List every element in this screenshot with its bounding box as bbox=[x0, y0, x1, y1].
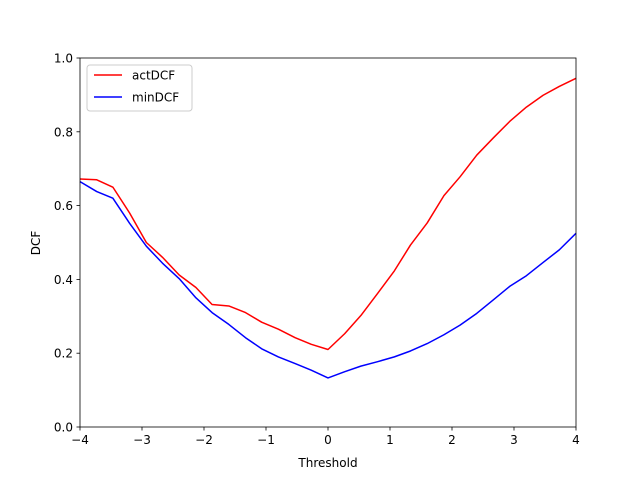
x-tick-label: 3 bbox=[510, 433, 518, 447]
x-tick-label: 1 bbox=[386, 433, 394, 447]
y-tick-label: 0.4 bbox=[54, 273, 73, 287]
y-tick-label: 0.8 bbox=[54, 125, 73, 139]
y-tick-label: 0.2 bbox=[54, 347, 73, 361]
y-axis-ticks: 0.0 0.2 0.4 0.6 0.8 1.0 bbox=[54, 52, 80, 435]
x-tick-label: −4 bbox=[71, 433, 89, 447]
series-line-mindcf bbox=[79, 180, 577, 379]
x-tick-label: 4 bbox=[572, 433, 580, 447]
y-tick-label: 0.6 bbox=[54, 199, 73, 213]
x-tick-label: −1 bbox=[257, 433, 275, 447]
legend-box bbox=[86, 64, 193, 112]
legend: actDCF minDCF bbox=[86, 64, 193, 112]
x-tick-label: −3 bbox=[133, 433, 151, 447]
y-axis-label: DCF bbox=[29, 231, 43, 256]
x-axis-ticks: −4 −3 −2 −1 0 1 2 3 4 bbox=[71, 427, 580, 447]
legend-label-actdcf: actDCF bbox=[132, 69, 175, 83]
x-axis-label: Threshold bbox=[297, 456, 357, 470]
series-line-actdcf bbox=[79, 77, 577, 351]
x-tick-label: 2 bbox=[448, 433, 456, 447]
legend-label-mindcf: minDCF bbox=[132, 91, 179, 105]
x-tick-label: −2 bbox=[195, 433, 213, 447]
y-tick-label: 1.0 bbox=[54, 52, 73, 66]
x-tick-label: 0 bbox=[324, 433, 332, 447]
y-tick-label: 0.0 bbox=[54, 421, 73, 435]
